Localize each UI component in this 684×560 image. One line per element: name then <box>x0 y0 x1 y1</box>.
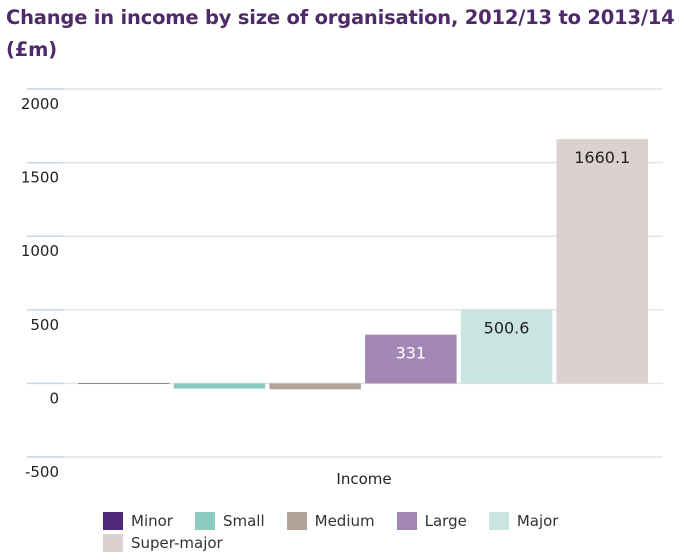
bar-chart: 2000 1500 1000 500 0 -500 331 500.6 1660.1 Inco… <box>21 88 663 488</box>
legend-label: Large <box>424 512 467 530</box>
legend-swatch <box>286 512 307 530</box>
legend-item-minor[interactable]: Minor <box>103 510 173 532</box>
legend-label: Super-major <box>131 534 223 552</box>
x-axis-category-label: Income <box>336 470 391 488</box>
y-tick-label: 0 <box>49 389 59 407</box>
bar-medium <box>269 383 361 390</box>
y-tick-label: 1500 <box>21 169 59 187</box>
legend-swatch <box>488 512 509 530</box>
legend-swatch <box>103 512 123 530</box>
legend-label: Minor <box>131 512 173 530</box>
legend-label: Major <box>516 512 559 530</box>
legend-label: Medium <box>314 512 375 530</box>
y-tick-label: 500 <box>30 316 59 334</box>
data-label-super-major: 1660.1 <box>574 148 630 167</box>
bar-super-major <box>556 139 648 384</box>
y-tick-label: 2000 <box>21 95 59 113</box>
bars <box>78 139 648 390</box>
legend-item-super-major[interactable]: Super-major <box>103 532 223 554</box>
legend-item-major[interactable]: Major <box>488 510 559 532</box>
y-tick-label: 1000 <box>21 242 59 260</box>
y-tick-label: -500 <box>25 463 59 481</box>
legend-item-medium[interactable]: Medium <box>286 510 375 532</box>
data-labels: 331 500.6 1660.1 <box>396 148 631 363</box>
data-label-major: 500.6 <box>484 319 530 338</box>
bar-major <box>460 309 553 384</box>
legend-label: Small <box>222 512 265 530</box>
data-label-large: 331 <box>396 344 427 363</box>
bar-small <box>173 383 266 389</box>
legend-swatch <box>103 534 123 552</box>
legend-item-large[interactable]: Large <box>396 510 467 532</box>
chart-title: Change in income by size of organisation… <box>6 6 675 61</box>
legend: Minor Small Medium Large Major Super-major <box>103 510 623 554</box>
legend-swatch <box>396 512 417 530</box>
y-axis-ticks: 2000 1500 1000 500 0 -500 <box>21 95 59 481</box>
legend-swatch <box>194 512 215 530</box>
bar-large <box>365 334 457 384</box>
legend-item-small[interactable]: Small <box>194 510 265 532</box>
bar-minor <box>78 383 170 384</box>
